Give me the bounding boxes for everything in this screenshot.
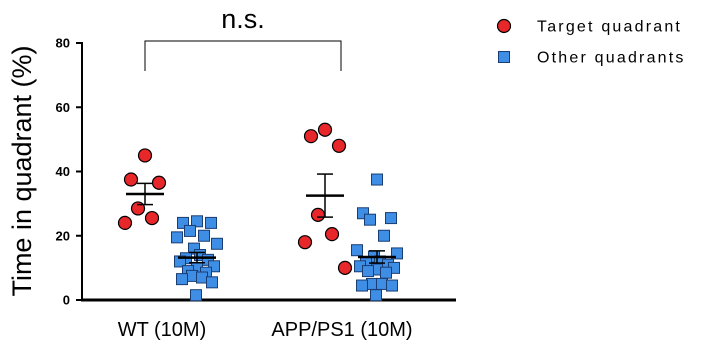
data-point-target: [137, 148, 153, 163]
data-point-other: [176, 273, 188, 286]
data-point-other: [366, 277, 378, 290]
data-point-other: [191, 215, 203, 228]
data-point-target: [123, 172, 139, 187]
data-point-other: [211, 237, 223, 250]
data-point-target: [337, 260, 353, 275]
data-point-other: [208, 260, 220, 273]
mean-sem-bars: [126, 173, 396, 264]
data-point-target: [151, 175, 167, 190]
data-point-other: [386, 279, 398, 292]
data-point-other: [196, 271, 208, 284]
data-point-target: [310, 207, 326, 222]
axes: 0 20 40 60 80 Time in quadrant (%) WT (10M) APP…: [7, 36, 456, 341]
data-point-other: [190, 289, 202, 302]
y-tick-label: 60: [56, 100, 70, 115]
y-tick-label: 0: [63, 293, 70, 308]
data-point-other: [177, 216, 189, 229]
data-point-other: [364, 213, 376, 226]
y-axis-title: Time in quadrant (%): [7, 45, 37, 296]
data-point-other: [370, 289, 382, 302]
y-tick-label: 20: [56, 228, 70, 243]
legend: Target quadrant Other quadrants: [496, 18, 686, 67]
data-point-other: [380, 266, 392, 279]
data-point-other: [385, 212, 397, 225]
data-point-target: [324, 227, 340, 242]
data-point-other: [376, 277, 388, 290]
significance-bracket: n.s.: [144, 4, 342, 71]
legend-marker-target: [496, 18, 512, 34]
legend-marker-other: [498, 51, 510, 63]
y-tick-label: 40: [56, 164, 70, 179]
data-point-other: [206, 276, 218, 289]
data-point-target: [317, 122, 333, 137]
data-point-target: [144, 210, 160, 226]
significance-label: n.s.: [221, 4, 265, 34]
data-point-other: [205, 216, 217, 229]
data-point-other: [198, 229, 210, 242]
x-category-label: WT (10M): [118, 319, 207, 341]
data-marks: [117, 122, 403, 302]
data-point-target: [331, 138, 347, 153]
data-point-other: [174, 255, 186, 268]
data-point-other: [184, 224, 196, 237]
data-point-other: [171, 231, 183, 244]
data-point-other: [186, 269, 198, 282]
data-point-other: [378, 229, 390, 242]
data-point-other: [371, 173, 383, 186]
data-point-target: [303, 129, 319, 144]
y-tick-label: 80: [56, 36, 70, 51]
legend-label: Target quadrant: [537, 19, 682, 36]
legend-label: Other quadrants: [537, 50, 686, 67]
significance-bracket-line: [144, 40, 342, 71]
x-category-label: APP/PS1 (10M): [271, 319, 412, 341]
data-point-other: [391, 247, 403, 260]
data-point-target: [117, 215, 133, 230]
data-point-other: [362, 265, 374, 278]
data-point-target: [297, 235, 313, 250]
data-point-other: [351, 244, 363, 257]
data-point-other: [356, 279, 368, 292]
data-point-other: [357, 207, 369, 220]
